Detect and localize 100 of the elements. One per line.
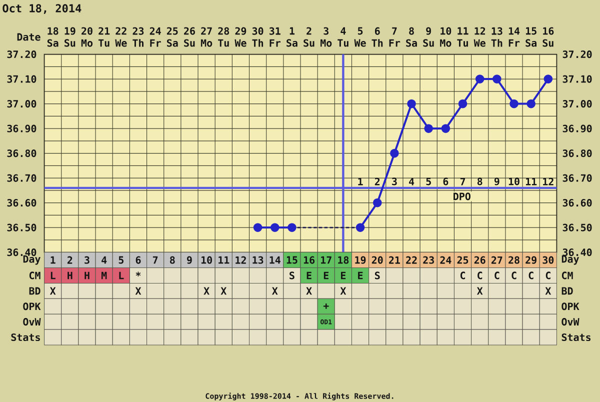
y-tick-label: 36.40 [7,248,36,256]
text: S [290,272,294,280]
x-tick-label: 25 Sa [166,27,178,47]
x-tick-label: 1 Sa [286,27,298,47]
point [544,74,553,84]
y2-tick-label: Day [562,255,580,265]
point [253,223,262,232]
text: + [323,303,329,309]
text: 21 [388,256,400,264]
y2-tick-label: 37.00 [562,100,592,108]
text: 5 [118,256,124,264]
annotation: 4 [409,178,414,186]
text: 8 [170,256,175,264]
y-tick-label: 36.70 [7,174,36,182]
y-tick-label: Stats [11,333,40,342]
x-tick-label: 23 Th [132,27,144,47]
text: 11 [218,256,230,264]
x-tick-label: 10 Mo [440,27,452,47]
text: 3 [84,256,90,264]
y2-tick-label: Stats [562,333,591,342]
x-tick-label: 13 Th [491,27,502,47]
annotation: 6 [443,178,448,186]
text: C [494,272,500,280]
text: 25 [457,256,468,264]
text: 15 [286,256,298,264]
annotation: 11 [526,178,537,186]
y2-tick-label: 36.80 [562,150,592,158]
y-tick-label: Day [23,255,40,265]
y2-tick-label: 36.60 [562,199,592,207]
annotation: 12 [543,178,554,186]
x-tick-label: 11 Tu [457,27,468,47]
y2-tick-label: CM [562,272,573,280]
point [372,198,382,208]
x-tick-label: 12 We [474,27,486,47]
text: X [545,287,552,295]
y-tick-label: 36.90 [7,124,36,132]
text: H [68,272,72,280]
text: * [136,272,141,276]
x-tick-label: 18 Sa [47,27,58,47]
point [441,124,450,133]
text: H [84,272,90,280]
text: M [101,272,107,280]
y-tick-label: 36.80 [7,150,36,158]
x-tick-label: 24 Fr [150,27,161,47]
point [492,74,502,84]
text: 17 [321,256,332,264]
x-tick-label: 15 Sa [526,27,536,47]
text: X [340,287,346,295]
text: 7 [152,256,158,264]
point [390,148,399,158]
text: L [50,272,56,280]
text: C [546,272,550,280]
annotation: 9 [494,178,500,186]
annotation: 3 [392,178,397,186]
text: 14 [270,256,280,264]
annotation: 2 [374,178,380,186]
point [288,223,296,232]
text: 9 [187,256,192,264]
text: 22 [406,256,417,264]
text: 16 [304,256,315,264]
text: X [135,287,142,295]
point [270,223,280,232]
text: 23 [423,256,434,264]
x-tick-label: 21 Tu [98,27,110,47]
x-tick-label: 5 We [354,27,366,47]
x-tick-label: 30 Th [252,27,264,47]
text: 24 [440,256,452,264]
text: 13 [252,256,264,264]
annotation: 10 [508,178,520,186]
text: X [272,287,278,295]
x-tick-label: 2 Su [304,27,314,47]
annotation: 5 [426,178,431,186]
x-tick-label: 16 Su [542,27,554,47]
y-tick-label: 36.60 [7,199,36,207]
y-tick-label: 37.10 [7,75,36,83]
x-tick-label: 29 We [234,27,246,47]
x-tick-label: 9 Su [423,27,434,47]
text: L [119,272,124,280]
text: X [204,287,210,295]
x-tick-label: 22 We [115,27,127,47]
text: 18 [338,256,349,264]
y2-tick-label: OPK [562,302,580,310]
text: X [476,287,483,295]
y-tick-label: OPK [23,302,41,310]
text: C [528,272,534,280]
text: 6 [136,256,141,264]
point [356,223,365,232]
annotation: 1 [358,178,363,186]
x-tick-label: 20 Mo [81,27,93,47]
y2-tick-label: 36.90 [562,124,592,132]
y2-tick-label: 37.20 [562,50,592,58]
point [458,99,468,108]
y-tick-label: CM [29,272,40,280]
text: 27 [491,256,502,264]
ref-line-label: DPO [454,192,470,200]
annotation: 7 [460,178,466,186]
x-tick-label: 27 Mo [200,27,212,47]
y2-tick-label: BD [562,287,573,295]
point [424,124,434,133]
point [407,99,416,108]
